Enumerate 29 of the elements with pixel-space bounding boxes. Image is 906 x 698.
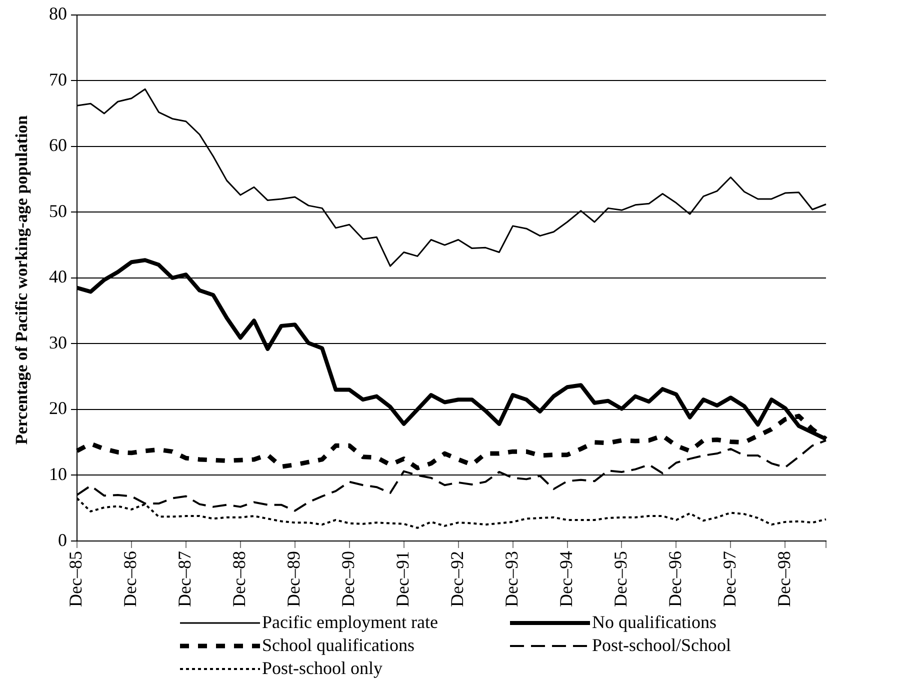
y-tick-label: 30: [49, 332, 67, 352]
x-tick-label: Dec–97: [719, 551, 740, 608]
y-tick-label: 70: [49, 69, 67, 90]
y-axis-title: Percentage of Pacific working-age population: [12, 115, 32, 445]
x-tick-label: Dec–87: [174, 551, 195, 608]
x-tick-label: Dec–93: [502, 551, 522, 608]
x-tick-label: Dec–95: [610, 551, 630, 608]
x-tick-label: Dec–96: [664, 551, 685, 608]
x-tick-label: Dec–98: [774, 551, 794, 608]
legend-label: Post-school only: [262, 658, 383, 679]
x-tick-label: Dec–85: [66, 551, 86, 608]
x-tick-label: Dec–90: [338, 551, 358, 608]
y-tick-label: 40: [49, 266, 67, 287]
y-tick-label: 10: [49, 464, 67, 484]
x-tick-label: Dec–92: [447, 551, 468, 608]
legend-label: Pacific employment rate: [262, 612, 438, 633]
y-tick-label: 0: [58, 530, 67, 550]
x-tick-label: Dec–91: [392, 551, 413, 608]
y-tick-label: 20: [49, 398, 67, 418]
x-tick-label: Dec–94: [556, 551, 576, 608]
y-tick-label: 50: [49, 200, 67, 221]
x-tick-label: Dec–88: [229, 551, 250, 608]
legend-label: School qualifications: [262, 635, 414, 656]
legend-label: No qualifications: [592, 612, 716, 633]
y-tick-label: 60: [49, 135, 67, 156]
x-tick-label: Dec–86: [120, 551, 140, 608]
y-tick-label: 80: [49, 4, 67, 24]
x-tick-label: Dec–89: [284, 551, 304, 608]
legend-label: Post-school/School: [592, 635, 732, 656]
